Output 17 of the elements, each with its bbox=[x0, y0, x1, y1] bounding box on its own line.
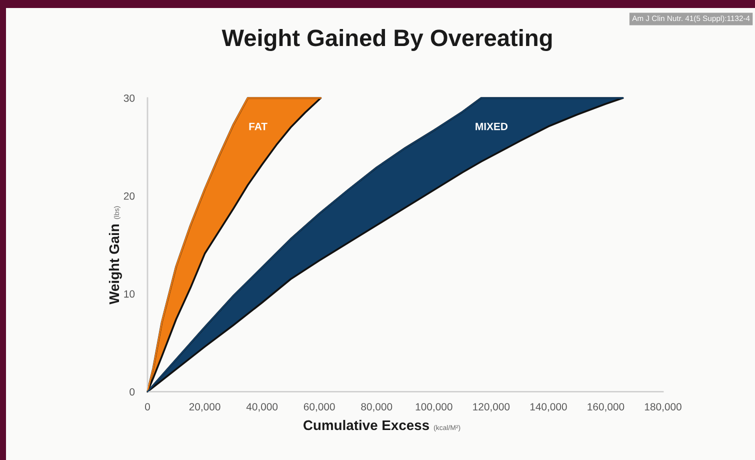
series-label: FAT bbox=[249, 122, 268, 130]
y-tick-label: 30 bbox=[124, 94, 135, 102]
x-tick-label: 120,000 bbox=[473, 403, 510, 412]
series-label: MIXED bbox=[476, 122, 508, 130]
y-tick-label: 10 bbox=[124, 290, 135, 298]
chart-title: Weight Gained By Overeating bbox=[222, 28, 552, 52]
y-tick-label: 0 bbox=[130, 388, 135, 396]
x-tick-label: 20,000 bbox=[189, 403, 220, 412]
y-tick-label: 20 bbox=[124, 192, 135, 200]
x-tick-label: 100,000 bbox=[416, 403, 452, 412]
x-tick-label: 0 bbox=[145, 403, 150, 410]
x-tick-label: 160,000 bbox=[588, 403, 624, 412]
x-tick-label: 180,000 bbox=[644, 403, 682, 412]
x-tick-label: 140,000 bbox=[530, 403, 567, 412]
x-tick-label: 60,000 bbox=[304, 403, 335, 412]
x-tick-label: 40,000 bbox=[246, 403, 278, 412]
x-tick-label: 80,000 bbox=[361, 403, 392, 412]
